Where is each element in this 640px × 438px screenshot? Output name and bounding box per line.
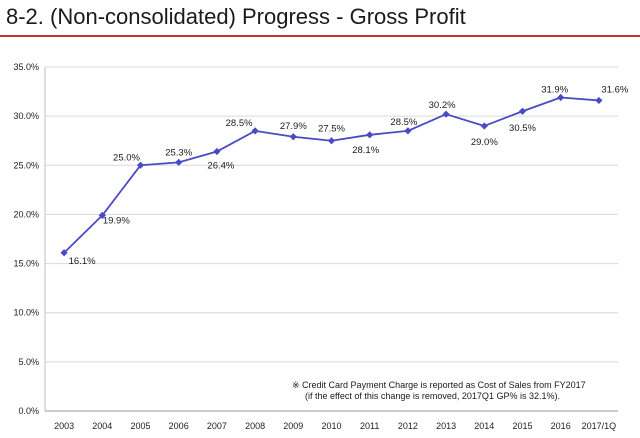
y-tick-label: 35.0% [13, 62, 39, 72]
data-label: 27.5% [318, 124, 345, 135]
data-point [60, 249, 68, 257]
data-label: 28.5% [226, 118, 253, 129]
x-tick-label: 2003 [54, 421, 74, 431]
series-line [63, 96, 599, 254]
x-tick-label: 2013 [436, 421, 456, 431]
x-tick-label: 2008 [245, 421, 265, 431]
data-point [518, 107, 527, 115]
title-divider [0, 35, 640, 37]
data-point [404, 127, 412, 135]
x-tick-label: 2015 [512, 421, 532, 431]
data-label: 28.1% [352, 145, 379, 156]
data-point [251, 127, 259, 135]
data-point [557, 93, 565, 102]
x-tick-label: 2010 [321, 421, 341, 431]
header: 8-2. (Non-consolidated) Progress - Gross… [0, 0, 640, 40]
x-tick-label: 2005 [130, 421, 150, 431]
data-label: 25.3% [165, 147, 192, 158]
data-point [136, 161, 145, 169]
data-point [289, 133, 297, 141]
x-tick-label: 2004 [92, 421, 112, 431]
data-point [98, 211, 106, 220]
x-tick-label: 2017/1Q [582, 421, 617, 431]
data-label: 19.9% [103, 215, 130, 226]
data-label: 28.5% [390, 117, 417, 128]
data-label: 30.2% [429, 100, 456, 111]
data-label: 29.0% [471, 137, 498, 148]
data-point [175, 158, 183, 166]
annotation-line-1: ※ Credit Card Payment Charge is reported… [292, 380, 586, 390]
x-tick-label: 2014 [474, 421, 494, 431]
chart-annotation: ※ Credit Card Payment Charge is reported… [292, 380, 632, 402]
page-title: 8-2. (Non-consolidated) Progress - Gross… [6, 4, 466, 29]
data-label: 26.4% [207, 161, 234, 172]
x-tick-label: 2007 [207, 421, 227, 431]
y-tick-label: 0.0% [18, 406, 39, 416]
data-point [595, 96, 603, 105]
y-tick-label: 25.0% [13, 160, 39, 170]
y-tick-label: 20.0% [13, 209, 39, 219]
data-point [366, 131, 374, 139]
x-tick-label: 2009 [283, 421, 303, 431]
data-label: 31.9% [541, 84, 568, 95]
data-label: 25.0% [113, 152, 140, 163]
x-tick-label: 2016 [551, 421, 571, 431]
x-tick-label: 2006 [169, 421, 189, 431]
y-tick-label: 5.0% [18, 357, 39, 367]
y-tick-label: 10.0% [13, 308, 39, 318]
data-point [213, 147, 221, 156]
data-label: 30.5% [509, 123, 536, 134]
data-label: 27.9% [280, 121, 307, 132]
y-tick-label: 15.0% [13, 259, 39, 269]
data-point [442, 110, 450, 118]
x-tick-label: 2012 [398, 421, 418, 431]
data-label: 16.1% [69, 256, 96, 267]
y-tick-label: 30.0% [13, 111, 39, 121]
x-tick-label: 2011 [360, 421, 379, 431]
data-point [480, 122, 488, 130]
annotation-line-2: (if the effect of this change is removed… [305, 391, 560, 401]
data-point [327, 137, 336, 145]
data-label: 31.6% [601, 84, 628, 95]
